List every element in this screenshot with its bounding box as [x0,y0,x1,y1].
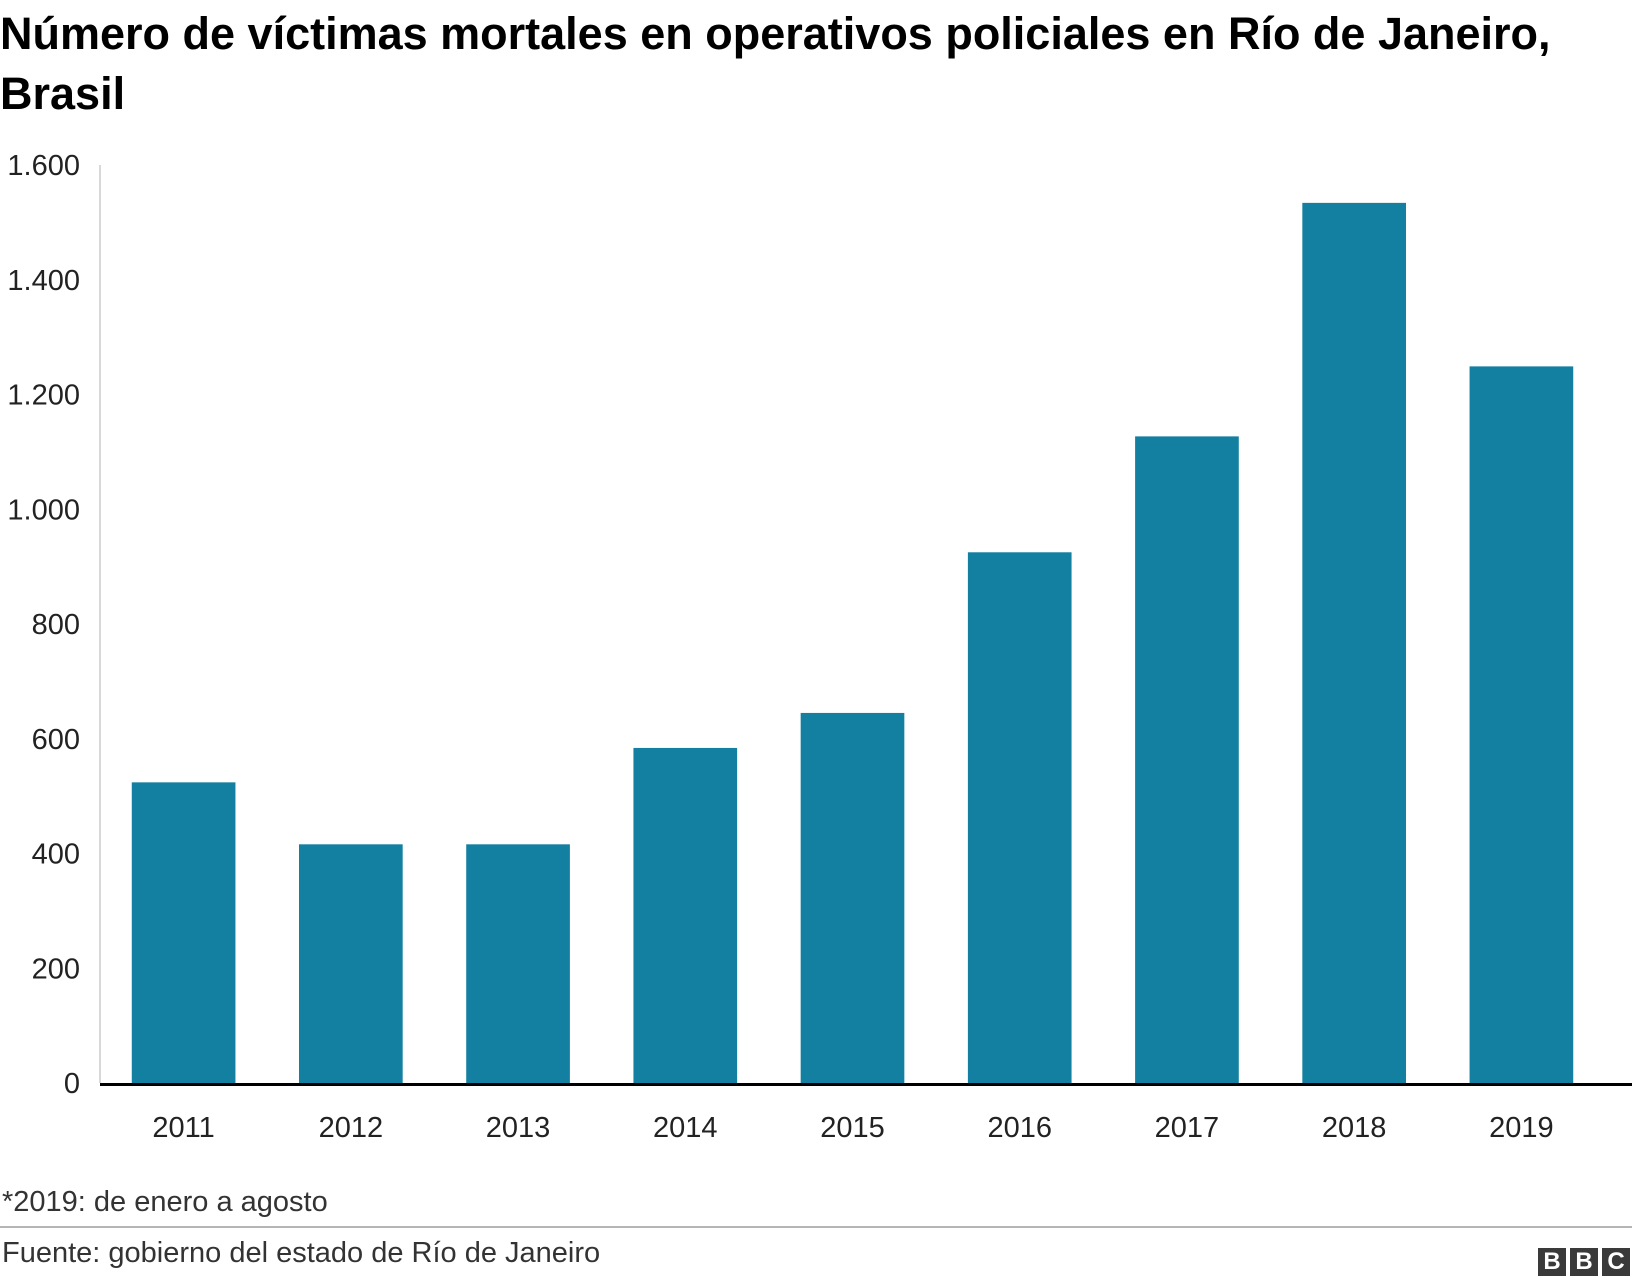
chart-title: Número de víctimas mortales en operativo… [0,8,1551,119]
bar [1135,436,1239,1083]
bar [131,782,236,1083]
x-tick-label: 2014 [653,1112,718,1140]
bar-chart: 0 200 400 600 800 1.000 1.200 1.400 1.600 2011 201… [7,150,1632,1140]
y-tick-label: 400 [32,839,80,871]
x-tick-label: 2019 [1489,1112,1554,1140]
bar [466,844,570,1083]
bar [1302,202,1407,1083]
y-tick-label: 1.400 [7,265,80,297]
divider [0,1226,1632,1228]
x-tick-label: 2013 [486,1112,551,1140]
x-tick-label: 2011 [152,1112,214,1140]
bar [967,552,1072,1083]
bar [633,747,738,1083]
y-tick-label: 800 [32,609,80,641]
footnote: *2019: de enero a agosto [2,1186,328,1218]
x-tick-label: 2018 [1322,1112,1387,1140]
y-tick-label: 1.000 [7,494,80,526]
x-tick-label: 2016 [987,1112,1052,1140]
y-tick-label: 600 [32,724,80,756]
x-tick-label: 2017 [1155,1112,1220,1140]
logo-letter: B [1538,1248,1566,1276]
bar [298,844,403,1083]
y-tick-label: 1.600 [7,150,80,182]
y-tick-label: 0 [64,1068,80,1100]
x-tick-label: 2012 [319,1112,384,1140]
y-tick-label: 200 [32,953,80,985]
bbc-logo: B B C [1538,1248,1630,1276]
y-tick-label: 1.200 [7,380,80,412]
source-text: Fuente: gobierno del estado de Río de Ja… [2,1237,601,1269]
logo-letter: B [1570,1248,1598,1276]
logo-letter: C [1602,1248,1630,1276]
x-tick-label: 2015 [820,1112,885,1140]
bar [1469,366,1574,1083]
bar [800,712,905,1083]
